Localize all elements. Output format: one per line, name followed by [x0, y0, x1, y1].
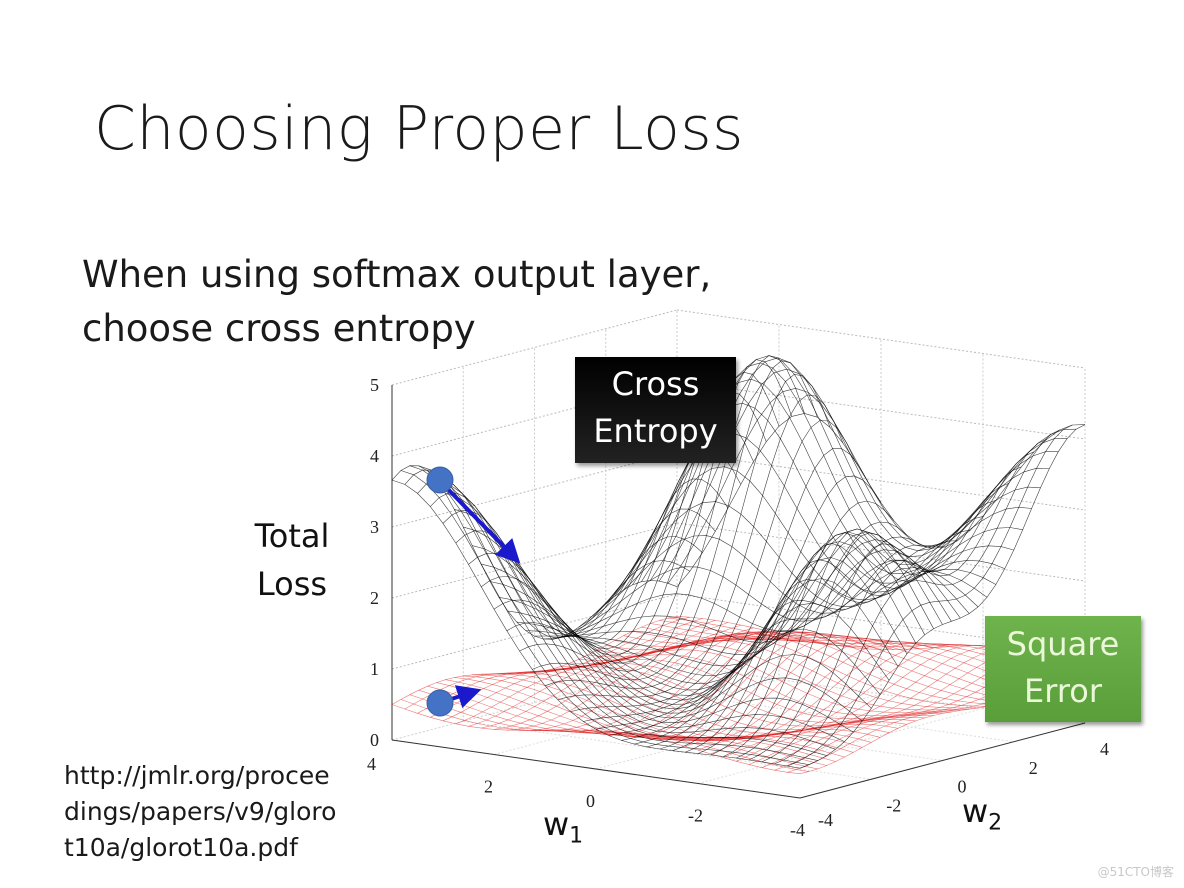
w2-tick-label: 2 — [1029, 758, 1038, 778]
cross-entropy-mesh-line — [427, 470, 836, 750]
gridline — [391, 664, 678, 741]
cross-entropy-mesh-line — [436, 480, 845, 742]
cross-entropy-mesh-line — [710, 500, 996, 756]
gridline — [534, 702, 943, 761]
gridline — [493, 679, 780, 755]
cross-entropy-mesh-line — [761, 438, 1047, 763]
slide-title: Choosing Proper Loss — [94, 94, 744, 164]
w1-tick-label: -2 — [688, 806, 703, 826]
gridline — [595, 693, 882, 770]
cross-entropy-mesh-line — [605, 432, 1014, 605]
cross-entropy-mesh-line — [569, 566, 979, 634]
y-label-line: Total — [254, 517, 330, 555]
cross-entropy-mesh-line — [552, 549, 961, 643]
w2-axis-label: w2 — [962, 792, 1003, 836]
square-error-mesh-line — [697, 644, 984, 751]
url-line: dings/papers/v9/gloro — [64, 797, 337, 826]
cross-entropy-mesh-line — [587, 501, 997, 621]
gridline — [676, 451, 1086, 511]
watermark: @51CTO博客 — [1097, 865, 1174, 879]
gridline — [391, 522, 678, 599]
cross-entropy-mesh-line — [659, 545, 945, 750]
square-error-mesh-line — [736, 649, 1022, 762]
cross-entropy-mesh-line — [685, 529, 971, 753]
w2-tick-label: -2 — [886, 795, 901, 815]
square-error-mesh-line — [710, 645, 996, 755]
gridline — [676, 309, 1086, 369]
w1-tick-label: -4 — [790, 820, 805, 840]
square-error-label: Square Error — [985, 616, 1141, 722]
square-error-mesh-line — [723, 647, 1009, 758]
cross-entropy-mesh-line — [596, 466, 1005, 613]
square-error-mesh-line — [578, 636, 988, 707]
gridline — [676, 522, 1086, 582]
subtitle-line: When using softmax output layer, — [82, 253, 712, 296]
y-label-line: Loss — [256, 565, 328, 603]
cross-entropy-mesh-line — [799, 424, 1086, 769]
cross-entropy-mesh-line — [391, 479, 801, 769]
w1-axis — [391, 739, 801, 799]
square-error-mesh-line — [685, 644, 971, 747]
cross-entropy-mesh-line — [723, 483, 1009, 757]
w1-tick-label: 2 — [484, 777, 493, 797]
se-label-line: Error — [1024, 672, 1102, 710]
se-label-line: Square — [1006, 625, 1120, 663]
w1-tick-label: 4 — [367, 754, 376, 774]
w2-tick-label: -4 — [818, 810, 833, 830]
gridline — [697, 708, 984, 784]
gradient-arrow-cross-entropy — [438, 479, 521, 564]
cross-entropy-mesh-line — [676, 413, 1086, 587]
z-tick-label: 3 — [370, 517, 379, 537]
start-point-marker — [426, 466, 454, 494]
url-line: t10a/glorot10a.pdf — [64, 833, 298, 862]
square-error-mesh-line — [659, 642, 945, 741]
z-tick-label: 2 — [370, 588, 379, 608]
cross-entropy-mesh-line — [614, 402, 1023, 597]
cross-entropy-mesh-line — [646, 544, 933, 748]
ce-label-line: Entropy — [593, 412, 718, 450]
w2-tick-label: 4 — [1100, 739, 1109, 759]
square-error-mesh-line — [400, 699, 809, 772]
cross-entropy-mesh-line — [697, 516, 984, 754]
gridline — [391, 451, 678, 528]
cross-entropy-mesh-line — [634, 536, 920, 745]
gridline — [463, 720, 872, 780]
cross-entropy-mesh-line — [578, 535, 988, 628]
cross-entropy-mesh-line — [608, 500, 895, 736]
z-tick-label: 5 — [370, 375, 379, 395]
w1-axis-label: w1 — [543, 805, 584, 849]
square-error-mesh-line — [641, 626, 1050, 688]
gridline — [676, 380, 1086, 440]
start-point-marker — [426, 689, 454, 717]
reference-url[interactable]: http://jmlr.org/procee dings/papers/v9/g… — [64, 758, 336, 866]
z-tick-label: 4 — [370, 446, 379, 466]
cross-entropy-mesh-line — [774, 429, 1060, 765]
cross-entropy-mesh-line — [667, 387, 1077, 584]
ce-label-line: Cross — [611, 365, 700, 403]
cross-entropy-mesh-line — [787, 424, 1073, 767]
cross-entropy-mesh-line — [672, 540, 958, 751]
gridline — [391, 309, 678, 386]
w1-tick-label: 0 — [586, 791, 595, 811]
subtitle-line: choose cross entropy — [82, 307, 476, 350]
cross-entropy-label: Cross Entropy — [575, 357, 736, 463]
z-tick-label: 1 — [370, 659, 379, 679]
cross-entropy-mesh-line — [748, 451, 1035, 761]
cross-entropy-mesh-line — [561, 559, 970, 638]
url-line: http://jmlr.org/procee — [64, 761, 330, 790]
square-error-mesh-line — [634, 639, 920, 742]
w2-axis — [799, 722, 1086, 799]
z-tick-label: 0 — [370, 730, 379, 750]
gridline — [605, 683, 1014, 743]
w2-tick-label: 0 — [958, 777, 967, 797]
square-error-mesh-line — [632, 630, 1041, 692]
slide-subtitle: When using softmax output layer, choose … — [82, 248, 711, 356]
y-axis-label: Total Loss — [252, 512, 332, 608]
